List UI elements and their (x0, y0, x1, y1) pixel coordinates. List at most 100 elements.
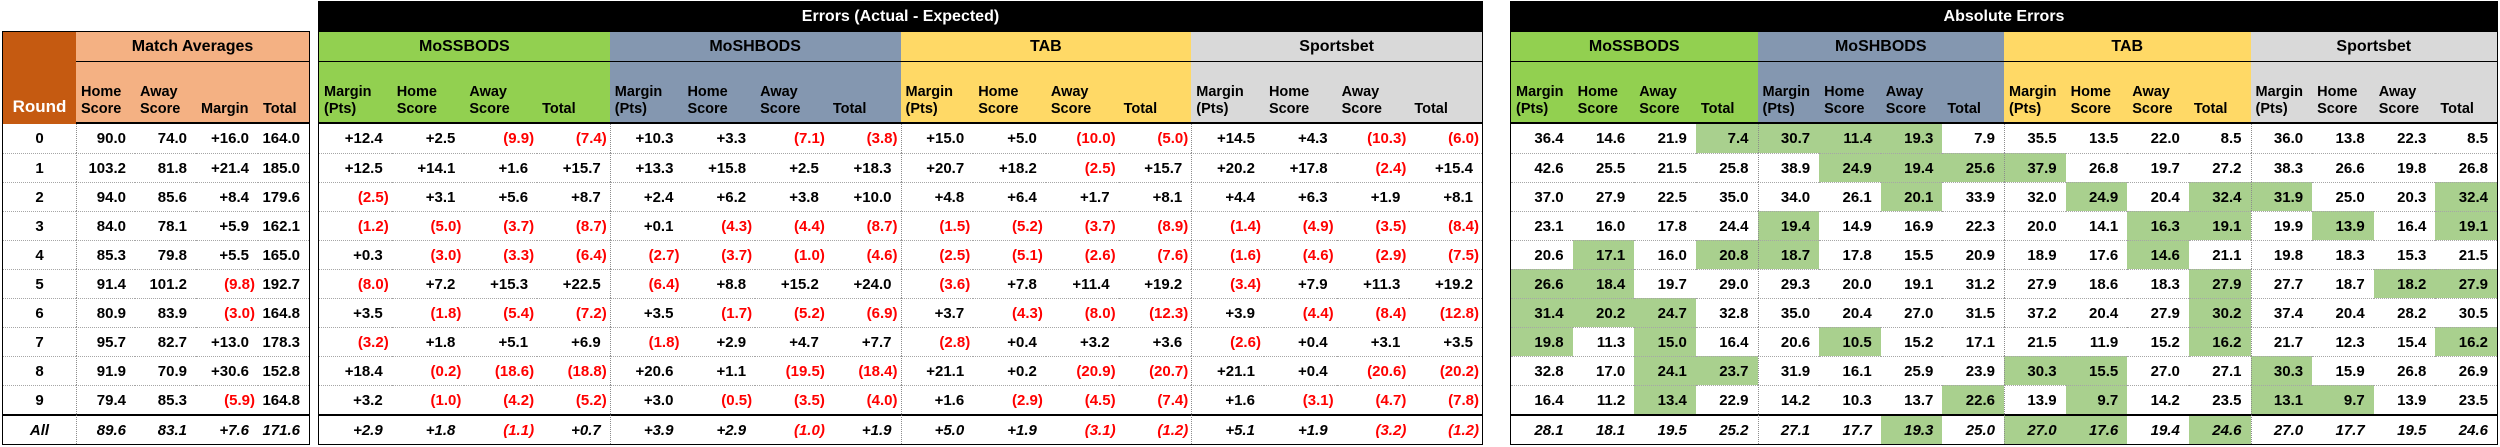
value-cell: 28.1 (1511, 414, 1573, 444)
value-cell: +14.5 (1191, 124, 1264, 153)
value-cell: 20.4 (2065, 298, 2128, 327)
value-cell: +18.2 (973, 153, 1046, 182)
value-cell: 35.5 (2004, 124, 2066, 153)
value-cell: +3.8 (755, 182, 828, 211)
value-cell: 30.5 (2435, 298, 2497, 327)
value-cell: +6.4 (973, 182, 1046, 211)
column-header: Total (1118, 62, 1192, 124)
value-cell: (4.7) (1336, 385, 1410, 414)
value-cell: +22.5 (537, 269, 610, 298)
value-cell: 37.2 (2004, 298, 2066, 327)
value-cell: (5.0) (391, 211, 465, 240)
column-header-line: Away (2132, 83, 2170, 100)
value-cell: (0.5) (682, 385, 756, 414)
value-cell: 15.2 (1880, 327, 1943, 356)
column-header: Away Score (464, 62, 538, 124)
value-cell: 21.5 (1634, 153, 1696, 182)
value-cell: +5.1 (1191, 414, 1264, 444)
round-label: 1 (3, 153, 76, 182)
value-cell: 30.3 (2250, 356, 2313, 385)
value-cell: 11.2 (1572, 385, 1635, 414)
value-cell: 20.4 (2127, 182, 2189, 211)
column-header-line: (Pts) (1762, 100, 1795, 117)
value-cell: 21.7 (2250, 327, 2313, 356)
value-cell: +3.9 (609, 414, 683, 444)
value-cell: (2.5) (1045, 153, 1119, 182)
column-header-line: Total (1947, 100, 1981, 117)
value-cell: 22.3 (1942, 211, 2004, 240)
value-cell: (1.1) (464, 414, 538, 444)
value-cell: +3.2 (319, 385, 392, 414)
value-cell: 19.4 (1880, 153, 1943, 182)
value-cell: +2.4 (609, 182, 683, 211)
value-cell: (8.7) (537, 211, 610, 240)
value-cell: 25.9 (1880, 356, 1943, 385)
value-cell: 7.4 (1695, 124, 1758, 153)
column-header: Away Score (1880, 62, 1943, 124)
value-cell: +17.8 (1263, 153, 1337, 182)
value-cell: (8.7) (827, 211, 901, 240)
value-cell: 20.0 (2004, 211, 2066, 240)
value-cell: (10.0) (1045, 124, 1119, 153)
value-cell: 20.9 (1942, 240, 2004, 269)
value-cell: (4.9) (1263, 211, 1337, 240)
value-cell: 26.1 (1819, 182, 1881, 211)
value-cell: 85.6 (135, 182, 196, 211)
value-cell: 20.3 (2373, 182, 2436, 211)
value-cell: (3.1) (1263, 385, 1337, 414)
value-cell: +4.3 (1263, 124, 1337, 153)
value-cell: +0.1 (609, 211, 683, 240)
group-header-sportsbet: Sportsbet (1191, 32, 1482, 62)
column-header-line: Away (1050, 83, 1089, 100)
value-cell: 20.2 (1572, 298, 1635, 327)
column-header-line: Score (1639, 100, 1680, 117)
value-cell: 15.3 (2373, 240, 2436, 269)
value-cell: 31.2 (1942, 269, 2004, 298)
value-cell: (4.4) (1263, 298, 1337, 327)
value-cell: 30.7 (1757, 124, 1820, 153)
column-header-line: Home (978, 83, 1019, 100)
match-averages-title: Match Averages (76, 32, 309, 62)
value-cell: 13.1 (2250, 385, 2313, 414)
value-cell: +0.4 (1263, 356, 1337, 385)
value-cell: (1.0) (755, 414, 828, 444)
value-cell: 24.9 (2065, 182, 2128, 211)
value-cell: 26.8 (2065, 153, 2128, 182)
absolute-errors-grid: MoSSBODS Margin (Pts) Home Score Away Score Tot… (1511, 32, 2497, 444)
value-cell: +15.7 (1118, 153, 1192, 182)
column-header-line: Score (1268, 100, 1310, 117)
value-cell: 16.4 (1695, 327, 1758, 356)
value-cell: 22.3 (2373, 124, 2436, 153)
value-cell: +19.2 (1409, 269, 1482, 298)
value-cell: 164.8 (258, 298, 309, 327)
value-cell: 20.0 (1819, 269, 1881, 298)
group-header-tab: TAB (900, 32, 1192, 62)
value-cell: (8.9) (1118, 211, 1192, 240)
value-cell: 29.3 (1757, 269, 1820, 298)
value-cell: 165.0 (258, 240, 309, 269)
value-cell: 16.3 (2127, 211, 2189, 240)
column-header-line: Margin (905, 83, 954, 100)
value-cell: +3.5 (609, 298, 683, 327)
value-cell: 19.3 (1880, 124, 1943, 153)
value-cell: 18.2 (2373, 269, 2436, 298)
round-label: 7 (3, 327, 76, 356)
value-cell: +1.6 (1191, 385, 1264, 414)
value-cell: 84.0 (76, 211, 135, 240)
value-cell: 23.5 (2188, 385, 2251, 414)
value-cell: (7.8) (1409, 385, 1482, 414)
value-cell: 17.7 (2312, 414, 2374, 444)
value-cell: 19.1 (2188, 211, 2251, 240)
value-cell: 24.9 (1819, 153, 1881, 182)
match-averages-table: Round Match Averages Home Score Away Score Mar… (2, 31, 310, 445)
value-cell: (7.2) (537, 298, 610, 327)
value-cell: 20.4 (1819, 298, 1881, 327)
value-cell: 42.6 (1511, 153, 1573, 182)
value-cell: (1.5) (900, 211, 974, 240)
column-header: Margin (Pts) (2250, 62, 2313, 124)
value-cell: 19.1 (2435, 211, 2497, 240)
column-header-line: (Pts) (2255, 100, 2288, 117)
value-cell: +3.6 (1118, 327, 1192, 356)
column-header-line: Score (81, 100, 122, 117)
value-cell: 11.4 (1819, 124, 1881, 153)
